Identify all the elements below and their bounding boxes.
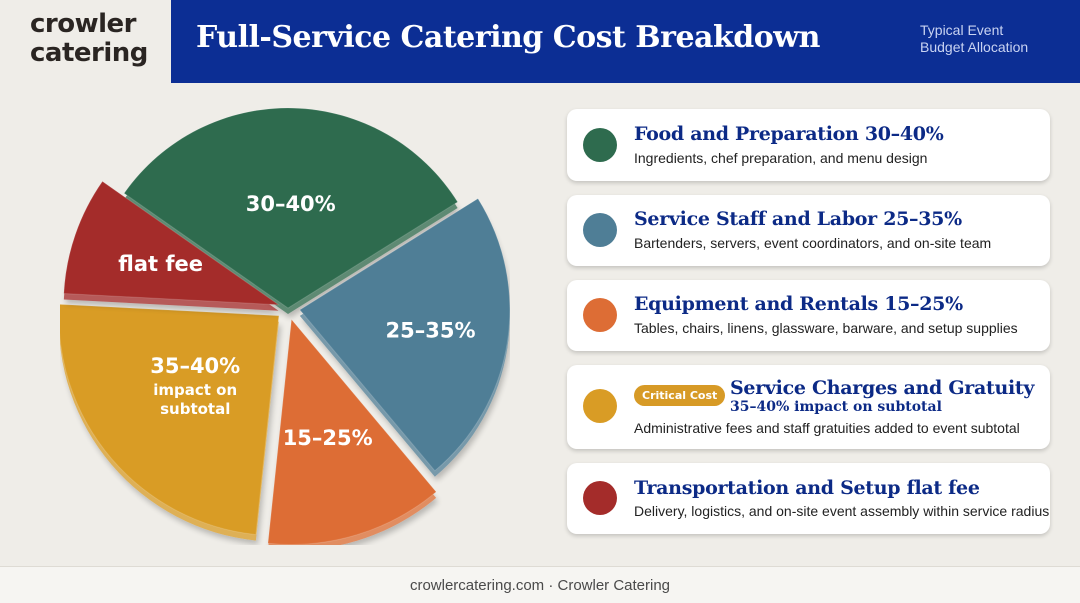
legend-card-title: Equipment and Rentals 15–25% [634,293,963,315]
legend-card-transport: Transportation and Setup flat fee Delive… [567,463,1050,534]
pie-chart: 30–40% 25–35% 15–25% 35–40% impact onsubtota… [60,107,510,545]
legend-dot-service [583,389,617,423]
brand-name-line2: catering [30,38,148,68]
pie-slice-equipment [267,318,437,545]
pie-label-transport: flat fee [118,252,203,276]
brand-logo: crowler catering [0,0,171,83]
pie-slice-staff [299,197,510,472]
critical-cost-badge: Critical Cost [634,385,726,406]
legend-dot-equipment [583,298,617,332]
pie-label-service-sub2: subtotal [160,400,230,418]
legend-card-desc: Ingredients, chef preparation, and menu … [634,150,928,166]
legend-card-desc: Bartenders, servers, event coordinators,… [634,235,992,251]
legend-card-desc: Tables, chairs, linens, glassware, barwa… [634,320,1018,336]
legend-card-title: Service Charges and Gratuity [730,377,1035,399]
legend-dot-food [583,128,617,162]
header-subtitle-line1: Typical Event [920,22,1004,38]
brand-name-line1: crowler [30,9,136,39]
legend-card-food: Food and Preparation 30–40% Ingredients,… [567,109,1050,181]
legend-card-title: Food and Preparation 30–40% [634,123,944,145]
pie-label-staff: 25–35% [386,319,476,343]
legend-card-subtitle: 35–40% impact on subtotal [730,399,942,415]
legend-card-equipment: Equipment and Rentals 15–25% Tables, cha… [567,280,1050,351]
header-bar: Full-Service Catering Cost Breakdown Typ… [171,0,1080,83]
pie-slice-service [60,303,280,536]
legend-dot-transport [583,481,617,515]
pie-slice-food [123,107,459,309]
page-title: Full-Service Catering Cost Breakdown [196,20,820,55]
legend-card-desc: Administrative fees and staff gratuities… [634,420,1020,436]
pie-label-food: 30–40% [246,192,336,216]
pie-label-service-sub1: impact on [153,381,237,399]
pie-label-service: 35–40% [150,354,240,378]
legend-card-desc: Delivery, logistics, and on-site event a… [634,503,1050,519]
header-subtitle: Typical Event Budget Allocation [920,22,1050,56]
legend-card-service: Critical Cost Service Charges and Gratui… [567,365,1050,449]
header-subtitle-line2: Budget Allocation [920,39,1029,55]
legend-dot-staff [583,213,617,247]
legend-card-title: Service Staff and Labor 25–35% [634,208,962,230]
legend-card-title: Transportation and Setup flat fee [634,477,980,499]
pie-label-equipment: 15–25% [283,426,373,450]
footer: crowlercatering.com · Crowler Catering [0,566,1080,603]
legend-card-staff: Service Staff and Labor 25–35% Bartender… [567,195,1050,266]
pie-slice-transport [63,180,281,306]
